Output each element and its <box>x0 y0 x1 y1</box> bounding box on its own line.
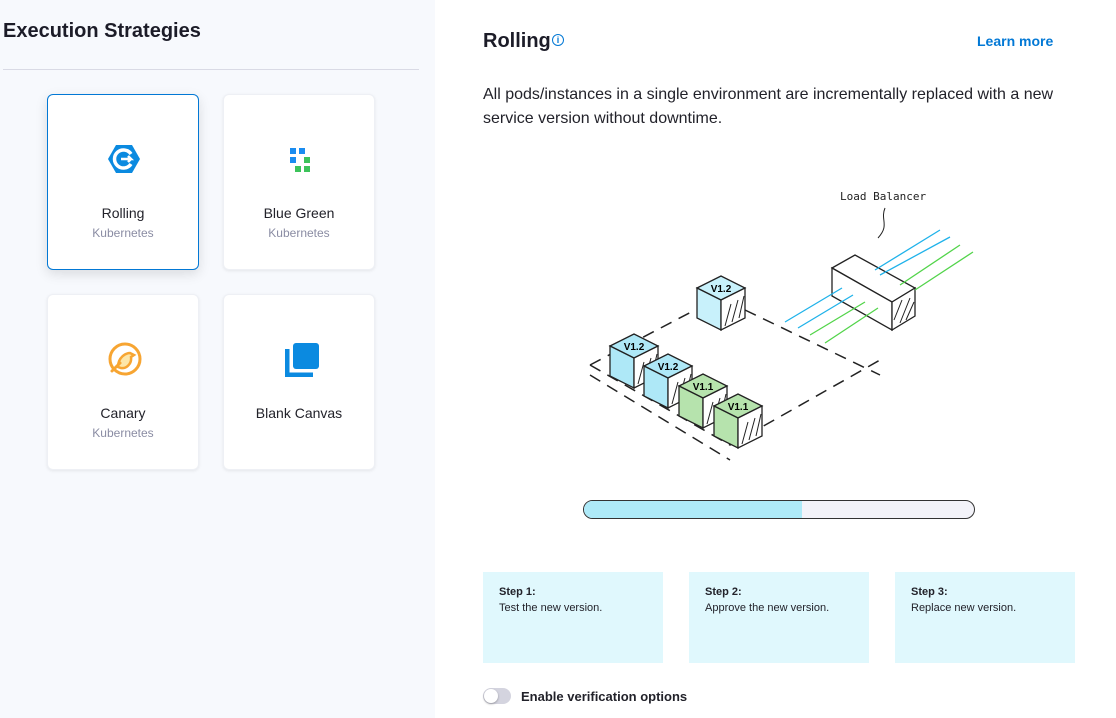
toggle-knob <box>484 689 498 703</box>
card-name: Blank Canvas <box>255 405 343 421</box>
strategy-card-rolling[interactable]: Rolling Kubernetes <box>47 94 199 270</box>
boundary-dash <box>744 309 881 376</box>
pod-version-label: V1.2 <box>624 342 645 353</box>
strategy-card-blank-canvas[interactable]: Blank Canvas <box>223 294 375 470</box>
load-balancer-label: Load Balancer <box>840 190 926 203</box>
canary-icon <box>108 342 142 376</box>
step-title: Step 2: <box>705 586 742 598</box>
pod-version-label: V1.1 <box>728 402 749 413</box>
verification-toggle-label: Enable verification options <box>521 689 688 704</box>
card-subtitle: Kubernetes <box>92 426 154 440</box>
pod-version-label: V1.1 <box>693 382 714 393</box>
step-card-2: Step 2: Approve the new version. <box>689 572 869 663</box>
rolling-diagram: Load Balancer V1.2 V1.2 V1.2 V1.1 V1.1 <box>589 190 974 461</box>
strategy-card-blue-green[interactable]: Blue Green Kubernetes <box>223 94 375 270</box>
rolling-icon <box>108 145 140 173</box>
divider <box>3 69 419 70</box>
boundary-dash <box>589 359 881 446</box>
card-subtitle: Kubernetes <box>268 226 330 240</box>
step-text: Test the new version. <box>499 602 603 614</box>
label-arrow <box>877 207 886 239</box>
pod-version-label: V1.2 <box>658 362 679 373</box>
strategy-description: All pods/instances in a single environme… <box>483 86 1054 127</box>
blue-green-icon <box>290 148 310 172</box>
sidebar-title: Execution Strategies <box>3 20 201 42</box>
step-text: Replace new version. <box>911 602 1017 614</box>
pod-cube: V1.2 <box>695 275 747 332</box>
step-card-3: Step 3: Replace new version. <box>895 572 1075 663</box>
strategy-card-canary[interactable]: Canary Kubernetes <box>47 294 199 470</box>
card-name: Blue Green <box>263 205 335 221</box>
strategy-title: Rolling <box>483 30 551 52</box>
sidebar: Execution Strategies Rolling Kubernetes … <box>0 0 435 718</box>
pod-version-label: V1.2 <box>711 284 732 295</box>
step-text: Approve the new version. <box>705 602 830 614</box>
info-icon[interactable]: i <box>552 34 564 46</box>
card-name: Canary <box>100 405 146 421</box>
progress-fill <box>584 501 803 518</box>
blank-canvas-icon <box>285 343 319 377</box>
verification-toggle[interactable] <box>483 688 511 704</box>
step-title: Step 1: <box>499 586 536 598</box>
step-card-1: Step 1: Test the new version. <box>483 572 663 663</box>
card-name: Rolling <box>101 205 145 221</box>
learn-more-link[interactable]: Learn more <box>977 33 1054 49</box>
card-subtitle: Kubernetes <box>92 226 154 240</box>
step-title: Step 3: <box>911 586 948 598</box>
rollout-progress-bar <box>583 500 975 519</box>
boundary-dash <box>589 374 731 461</box>
pod-cube: V1.1 <box>712 393 764 450</box>
load-balancer <box>830 254 917 332</box>
pod-cube: V1.2 <box>642 353 694 410</box>
traffic-arrows <box>784 229 974 344</box>
